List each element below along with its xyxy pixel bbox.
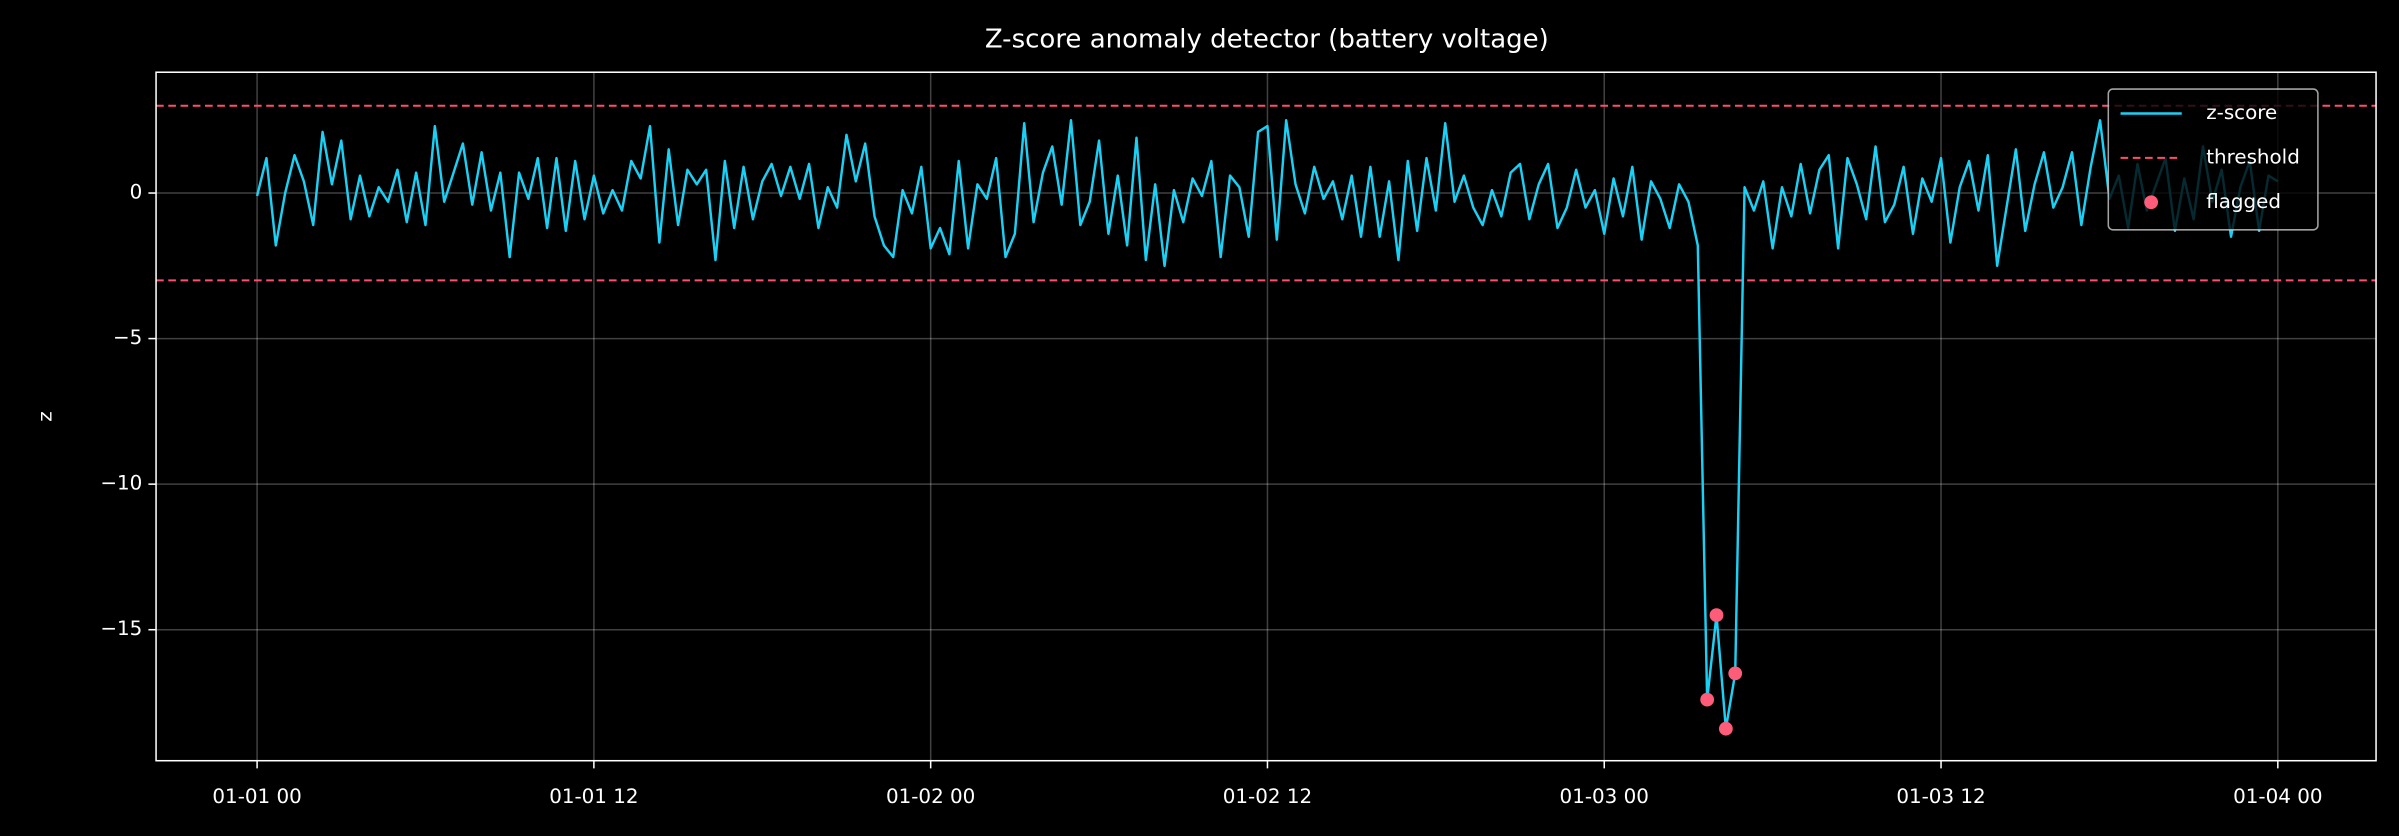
x-tick-label: 01-03 12 <box>1896 785 1985 808</box>
plot-area <box>156 104 2377 736</box>
chart-title: Z-score anomaly detector (battery voltag… <box>985 25 1549 55</box>
plot-frame <box>155 71 2377 762</box>
legend-label: z-score <box>2206 101 2277 124</box>
y-tick-label: −15 <box>100 617 142 640</box>
y-tick-label: −5 <box>113 326 142 349</box>
flagged-point <box>1728 666 1743 681</box>
flagged-point <box>1718 721 1733 736</box>
legend-label: flagged <box>2206 190 2281 213</box>
legend-label: threshold <box>2206 145 2300 168</box>
line <box>255 119 2279 730</box>
x-tick-label: 01-01 12 <box>549 785 638 808</box>
flagged-point <box>1700 692 1715 707</box>
x-tick-label: 01-02 12 <box>1223 785 1312 808</box>
legend: z-score threshold flagged <box>2107 88 2319 231</box>
legend-box <box>2107 88 2319 231</box>
y-tick-label: 0 <box>130 181 143 204</box>
legend-marker <box>2144 195 2159 210</box>
y-axis-label: z <box>33 411 56 421</box>
x-tick-label: 01-02 00 <box>886 785 975 808</box>
x-tick-label: 01-04 00 <box>2233 785 2322 808</box>
y-tick-label: −10 <box>100 472 142 495</box>
x-tick-label: 01-01 00 <box>212 785 301 808</box>
flagged-point <box>1709 608 1724 623</box>
x-tick-label: 01-03 00 <box>1560 785 1649 808</box>
